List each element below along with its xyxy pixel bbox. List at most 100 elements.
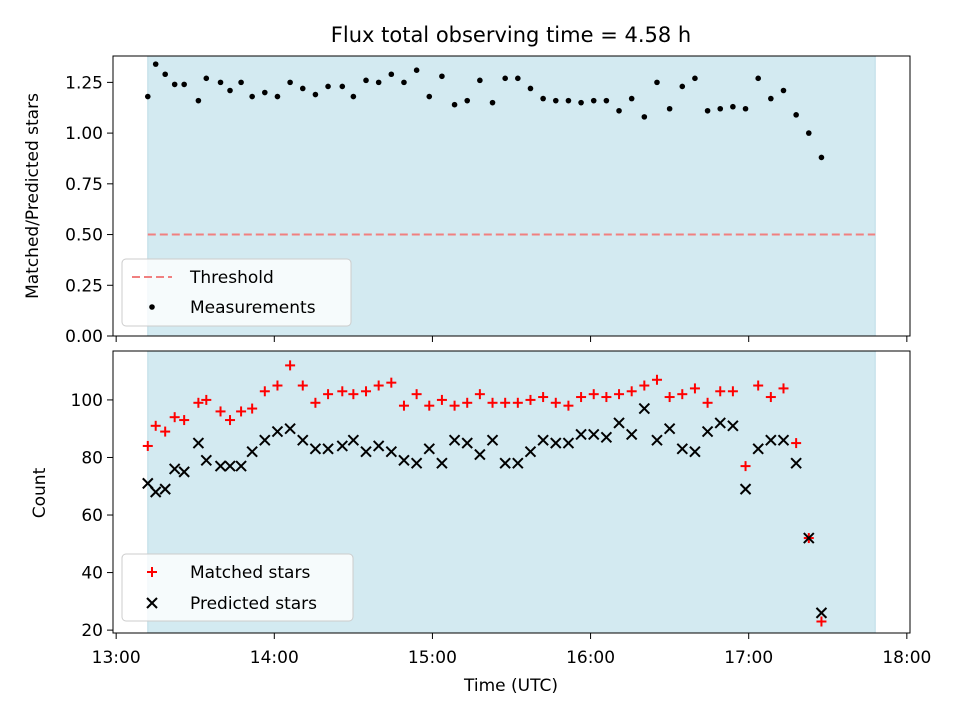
matched-star-point: [626, 386, 637, 397]
predicted-star-point: [410, 457, 423, 469]
top-ytick-label: 1.25: [65, 73, 103, 93]
measurement-point: [565, 97, 572, 104]
x-axis-label: Time (UTC): [463, 676, 558, 696]
bottom-xtick-label: 16:00: [566, 648, 615, 668]
bottom-legend-box: [121, 553, 354, 622]
matched-star-point: [215, 406, 226, 417]
measurement-point: [590, 97, 597, 104]
top-ytick-label: 0.50: [65, 226, 103, 246]
predicted-star-point: [727, 420, 739, 432]
measurement-point: [628, 95, 635, 102]
predicted-star-point: [815, 607, 828, 619]
predicted-star-point: [790, 457, 802, 469]
matched-star-point: [702, 397, 713, 408]
bottom-y-axis: 20 40 60 80 100: [71, 391, 113, 641]
predicted-star-point: [486, 434, 499, 446]
measurement-point: [439, 73, 445, 80]
predicted-star-point: [474, 448, 486, 461]
measurement-point: [375, 79, 382, 86]
top-x-ticks: [115, 336, 908, 342]
measurement-point: [730, 103, 736, 110]
measurement-point: [203, 75, 210, 82]
predicted-star-point: [149, 486, 162, 498]
measurement-point: [578, 99, 584, 106]
matched-star-point: [765, 392, 776, 403]
measurement-point: [299, 85, 306, 92]
top-legend: Threshold Measurements: [121, 258, 352, 327]
matched-star-point: [525, 394, 536, 405]
measurement-point: [793, 112, 799, 118]
measurement-point: [818, 154, 825, 161]
matched-star-point: [778, 383, 789, 394]
matched-star-point: [348, 389, 359, 400]
measurement-point: [489, 99, 496, 106]
predicted-star-point: [200, 454, 213, 467]
predicted-star-point: [214, 460, 227, 472]
measurement-point: [717, 105, 724, 112]
bottom-xtick-label: 14:00: [250, 648, 299, 668]
bottom-ytick-label: 20: [81, 621, 103, 641]
matched-star-point: [677, 389, 688, 400]
measurement-point: [227, 87, 233, 94]
matched-star-point: [169, 412, 180, 423]
predicted-star-point: [448, 434, 461, 446]
measurement-point: [742, 105, 749, 112]
measurement-points: [144, 61, 825, 161]
measurement-point: [413, 67, 420, 74]
predicted-star-point: [423, 443, 435, 455]
matched-star-point: [576, 392, 587, 403]
predicted-star-point: [322, 443, 334, 455]
matched-star-point: [816, 616, 827, 627]
measurement-point: [780, 87, 787, 94]
predicted-star-point: [600, 431, 613, 444]
measurement-point: [477, 77, 483, 84]
predicted-star-point: [512, 457, 524, 469]
legend-predicted-swatch: [146, 597, 158, 609]
measurement-point: [451, 101, 458, 108]
predicted-star-point: [777, 434, 790, 446]
bottom-x-axis: 13:00 14:00 15:00 16:00 17:00 18:00: [92, 633, 931, 668]
legend-matched-swatch: [147, 567, 157, 577]
predicted-star-point: [259, 434, 271, 446]
measurement-point: [312, 91, 319, 98]
predicted-star-point: [347, 434, 360, 446]
matched-star-point: [462, 397, 473, 408]
predicted-star-point: [499, 457, 511, 469]
matched-star-point: [436, 394, 447, 405]
predicted-star-point: [192, 437, 205, 449]
measurement-point: [195, 97, 202, 104]
measurement-point: [388, 71, 395, 78]
predicted-star-point: [284, 422, 296, 435]
predicted-star-point: [224, 460, 236, 472]
chart-title: Flux total observing time = 4.58 h: [331, 23, 691, 47]
predicted-star-point: [550, 437, 562, 449]
matched-star-point: [689, 383, 700, 394]
measurement-point: [401, 79, 407, 86]
top-plot-frame: [112, 55, 911, 337]
matched-star-point: [512, 397, 523, 408]
matched-star-point: [160, 426, 171, 437]
bottom-y-label: Count: [30, 467, 50, 518]
measurement-point: [363, 77, 369, 84]
matched-star-point: [474, 389, 485, 400]
measurement-point: [755, 75, 761, 82]
measurement-point: [603, 97, 610, 104]
measurement-point: [287, 79, 293, 86]
matched-star-point: [236, 406, 247, 417]
measurement-point: [325, 83, 331, 90]
matched-star-point: [225, 415, 236, 426]
matched-star-point: [373, 380, 384, 391]
bottom-xtick-label: 13:00: [92, 648, 141, 668]
predicted-star-point: [168, 463, 181, 475]
predicted-star-point: [309, 443, 322, 455]
predicted-star-point: [689, 446, 701, 458]
predicted-star-point: [360, 446, 372, 458]
predicted-star-point: [178, 466, 190, 478]
measurement-point: [171, 81, 178, 88]
matched-star-point: [259, 386, 270, 397]
legend-measurements-label: Measurements: [190, 298, 316, 318]
measurement-point: [552, 97, 559, 104]
matched-star-point: [563, 400, 574, 411]
predicted-stars-points: [142, 402, 828, 619]
bottom-xtick-label: 15:00: [408, 648, 457, 668]
